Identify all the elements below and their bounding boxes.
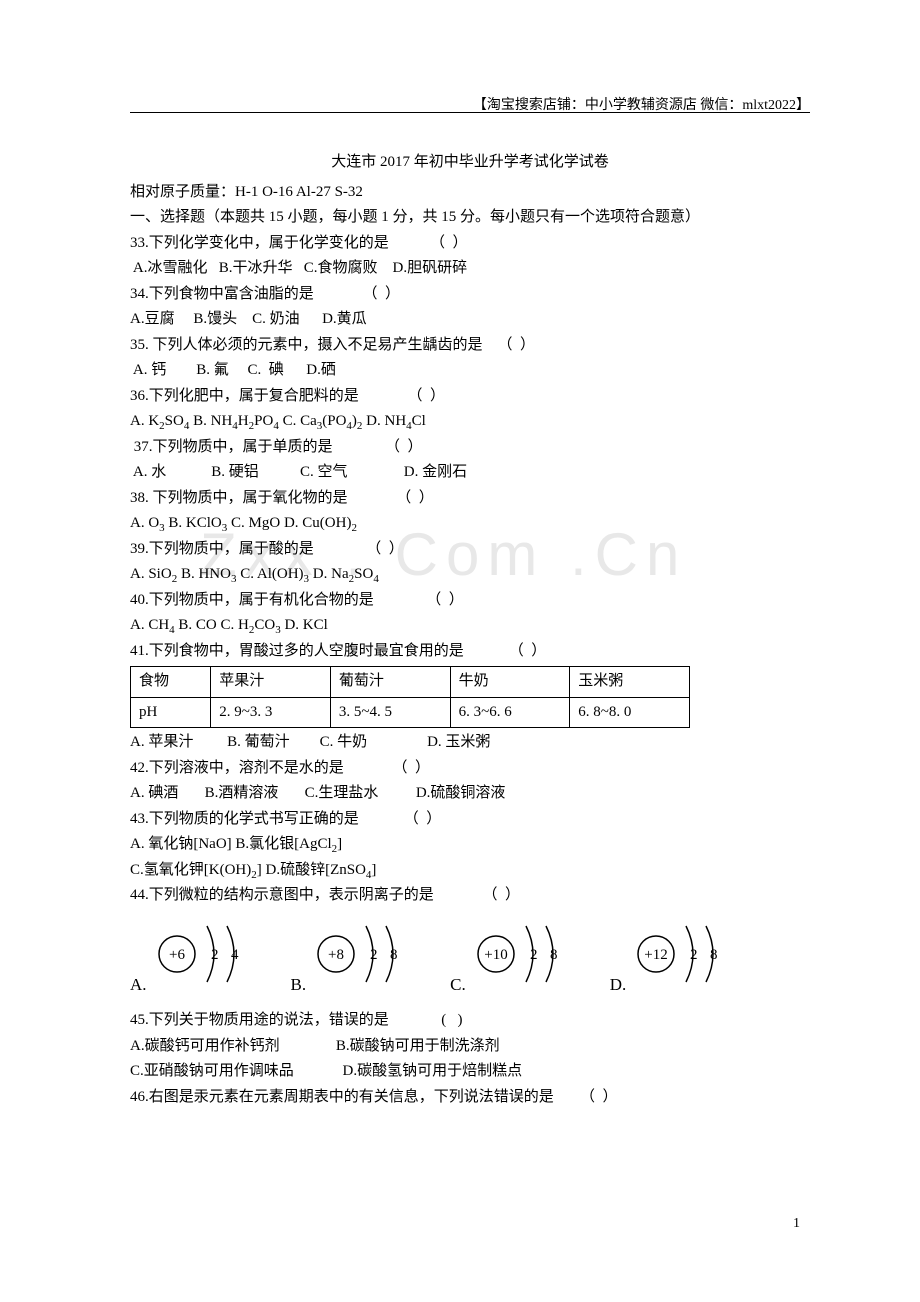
cell: 葡萄汁 [330, 667, 450, 698]
txt: C.氢氧化钾[K(OH) [130, 862, 251, 878]
q43-line-a: A. 氧化钠[NaO] B.氯化银[AgCl2] [130, 832, 810, 858]
table-row: 食物 苹果汁 葡萄汁 牛奶 玉米粥 [131, 667, 690, 698]
q33-options: A.冰雪融化 B.干冰升华 C.食物腐败 D.胆矾研碎 [130, 256, 810, 282]
atom-option: C. +10 28 [450, 917, 580, 1001]
header-rule [130, 112, 810, 113]
svg-text:4: 4 [231, 947, 239, 963]
q40-options: A. CH4 B. CO C. H2CO3 D. KCl [130, 613, 810, 639]
txt: A. SiO [130, 566, 172, 582]
q34-options: A.豆腐 B.馒头 C. 奶油 D.黄瓜 [130, 307, 810, 333]
atom-option: D. +12 28 [610, 917, 741, 1001]
txt: B. HNO [177, 566, 231, 582]
txt: (PO [322, 413, 346, 429]
q38-options: A. O3 B. KClO3 C. MgO D. Cu(OH)2 [130, 511, 810, 537]
txt: ] D.硫酸锌[ZnSO [257, 862, 366, 878]
q33: 33.下列化学变化中，属于化学变化的是 （ ） [130, 231, 810, 257]
atom-diagram-icon: +12 28 [630, 917, 740, 1001]
txt: PO [254, 413, 273, 429]
q43: 43.下列物质的化学式书写正确的是 （ ） [130, 807, 810, 833]
txt: A. O [130, 515, 159, 531]
q40: 40.下列物质中，属于有机化合物的是 （ ） [130, 588, 810, 614]
svg-text:2: 2 [690, 947, 698, 963]
q35-options: A. 钙 B. 氟 C. 碘 D.硒 [130, 358, 810, 384]
txt: B. NH [189, 413, 232, 429]
svg-text:+10: +10 [484, 947, 507, 963]
svg-text:8: 8 [390, 947, 398, 963]
q45-line-a: A.碳酸钙可用作补钙剂 B.碳酸钠可用于制洗涤剂 [130, 1034, 810, 1060]
section-heading: 一、选择题（本题共 15 小题，每小题 1 分，共 15 分。每小题只有一个选项… [130, 205, 810, 231]
q36-options: A. K2SO4 B. NH4H2PO4 C. Ca3(PO4)2 D. NH4… [130, 409, 810, 435]
q42: 42.下列溶液中，溶剂不是水的是 （ ） [130, 756, 810, 782]
q39: 39.下列物质中，属于酸的是 （ ） [130, 537, 810, 563]
document-content: 大连市 2017 年初中毕业升学考试化学试卷 相对原子质量：H-1 O-16 A… [130, 150, 810, 1110]
svg-text:+8: +8 [328, 947, 344, 963]
cell: 食物 [131, 667, 211, 698]
atom-label: C. [450, 971, 466, 1000]
svg-text:2: 2 [370, 947, 378, 963]
svg-text:2: 2 [530, 947, 538, 963]
q38: 38. 下列物质中，属于氧化物的是 （ ） [130, 486, 810, 512]
cell: 牛奶 [450, 667, 570, 698]
q46: 46.右图是汞元素在元素周期表中的有关信息，下列说法错误的是 （ ） [130, 1085, 810, 1111]
txt: C. Ca [279, 413, 317, 429]
txt: C. MgO D. Cu(OH) [227, 515, 351, 531]
atom-label: D. [610, 971, 627, 1000]
svg-text:+6: +6 [169, 947, 185, 963]
svg-text:2: 2 [211, 947, 219, 963]
cell: 6. 8~8. 0 [570, 697, 690, 728]
q37: 37.下列物质中，属于单质的是 （ ） [130, 435, 810, 461]
svg-text:8: 8 [550, 947, 558, 963]
atomic-masses: 相对原子质量：H-1 O-16 Al-27 S-32 [130, 180, 810, 206]
q35: 35. 下列人体必须的元素中，摄入不足易产生龋齿的是 （ ） [130, 333, 810, 359]
q41: 41.下列食物中，胃酸过多的人空腹时最宜食用的是 （ ） [130, 639, 810, 665]
cell: 6. 3~6. 6 [450, 697, 570, 728]
cell: 2. 9~3. 3 [211, 697, 331, 728]
q37-options: A. 水 B. 硬铝 C. 空气 D. 金刚石 [130, 460, 810, 486]
txt: ] [337, 836, 342, 852]
page-number: 1 [793, 1216, 800, 1232]
q41-options: A. 苹果汁 B. 葡萄汁 C. 牛奶 D. 玉米粥 [130, 730, 810, 756]
atom-diagram-icon: +6 24 [151, 917, 261, 1001]
txt: ] [371, 862, 376, 878]
cell: 玉米粥 [570, 667, 690, 698]
q36: 36.下列化肥中，属于复合肥料的是 （ ） [130, 384, 810, 410]
cell: 3. 5~4. 5 [330, 697, 450, 728]
atom-diagrams-row: A.+624B.+828C.+1028D.+1228 [130, 917, 810, 1001]
txt: D. NH [362, 413, 406, 429]
svg-text:+12: +12 [645, 947, 668, 963]
q45: 45.下列关于物质用途的说法，错误的是 ( ) [130, 1008, 810, 1034]
txt: Cl [412, 413, 426, 429]
txt: B. KClO [165, 515, 222, 531]
q39-options: A. SiO2 B. HNO3 C. Al(OH)3 D. Na2SO4 [130, 562, 810, 588]
table-row: pH 2. 9~3. 3 3. 5~4. 5 6. 3~6. 6 6. 8~8.… [131, 697, 690, 728]
txt: A. K [130, 413, 159, 429]
atom-diagram-icon: +8 28 [310, 917, 420, 1001]
atom-diagram-icon: +10 28 [470, 917, 580, 1001]
q45-line-b: C.亚硝酸钠可用作调味品 D.碳酸氢钠可用于焙制糕点 [130, 1059, 810, 1085]
q42-options: A. 碘酒 B.酒精溶液 C.生理盐水 D.硫酸铜溶液 [130, 781, 810, 807]
q34: 34.下列食物中富含油脂的是 （ ） [130, 282, 810, 308]
svg-text:8: 8 [710, 947, 718, 963]
txt: CO [254, 617, 275, 633]
txt: H [238, 413, 249, 429]
q43-line-b: C.氢氧化钾[K(OH)2] D.硫酸锌[ZnSO4] [130, 858, 810, 884]
txt: C. Al(OH) [236, 566, 303, 582]
q44: 44.下列微粒的结构示意图中，表示阴离子的是 （ ） [130, 883, 810, 909]
atom-label: B. [291, 971, 307, 1000]
exam-title: 大连市 2017 年初中毕业升学考试化学试卷 [130, 150, 810, 176]
txt: D. Na [309, 566, 349, 582]
txt: D. KCl [281, 617, 328, 633]
txt: SO [354, 566, 373, 582]
cell: pH [131, 697, 211, 728]
atom-label: A. [130, 971, 147, 1000]
txt: SO [165, 413, 184, 429]
header-text: 【淘宝搜索店铺：中小学教辅资源店 微信：mlxt2022】 [473, 94, 810, 114]
txt: A. CH [130, 617, 169, 633]
atom-option: B. +8 28 [291, 917, 421, 1001]
atom-option: A. +6 24 [130, 917, 261, 1001]
ph-table: 食物 苹果汁 葡萄汁 牛奶 玉米粥 pH 2. 9~3. 3 3. 5~4. 5… [130, 666, 690, 728]
txt: A. 氧化钠[NaO] B.氯化银[AgCl [130, 836, 332, 852]
cell: 苹果汁 [211, 667, 331, 698]
txt: B. CO C. H [175, 617, 249, 633]
